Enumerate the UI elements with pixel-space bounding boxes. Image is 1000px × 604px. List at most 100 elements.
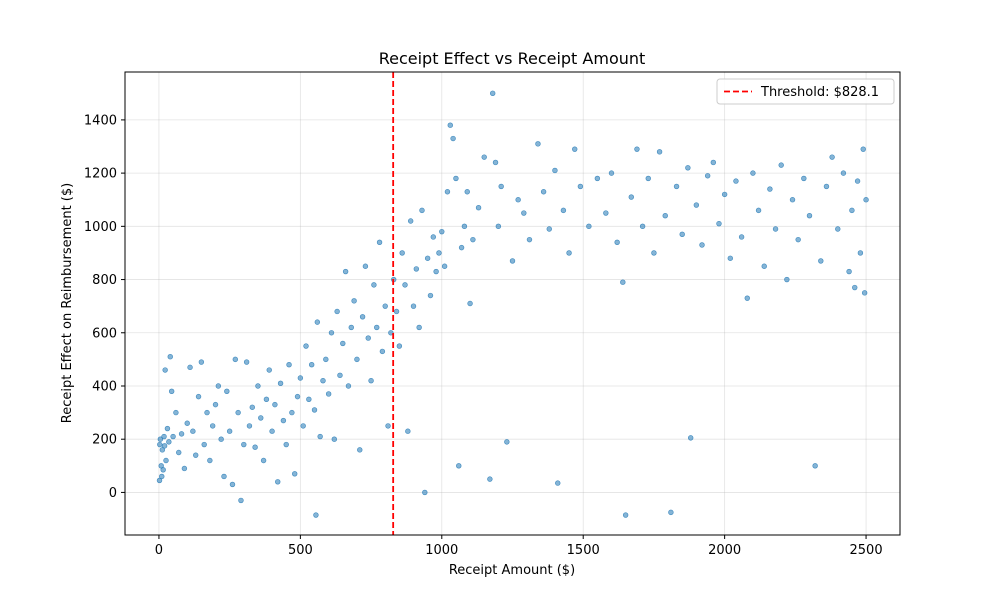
y-tick-label: 0 [109,486,117,501]
data-point [173,409,179,416]
data-point [444,189,451,195]
data-point [784,276,790,283]
data-point [755,207,762,214]
data-point [258,415,264,421]
data-point [311,407,318,413]
data-point [685,165,691,171]
data-point [433,268,439,275]
data-point [224,388,230,395]
data-point [314,319,321,325]
data-point [162,367,168,373]
chart-title: Receipt Effect vs Receipt Amount [379,49,646,68]
data-point [594,175,601,182]
x-tick-label: 1500 [567,543,600,558]
data-point [160,467,166,473]
data-point [181,465,188,472]
data-point [405,428,411,434]
data-point [673,183,680,190]
data-point [668,509,674,516]
data-point [161,433,167,440]
data-point [854,178,861,184]
data-point [323,356,329,363]
data-point [252,444,258,450]
data-point [733,178,739,184]
data-point [167,354,173,360]
y-tick-label: 600 [92,326,117,341]
data-point [552,167,558,174]
data-point [382,303,388,309]
data-point [168,388,175,395]
data-point [603,210,609,216]
data-point [456,463,462,469]
data-point [277,380,284,387]
y-tick-label: 800 [92,273,117,288]
data-point [348,324,354,331]
data-point [328,330,335,336]
data-point [345,383,352,389]
data-point [840,170,847,176]
data-point [176,449,182,456]
data-point [475,205,482,211]
data-point [209,423,216,429]
data-point [331,436,338,442]
y-tick-label: 1000 [84,220,117,235]
data-point [461,223,468,230]
data-point [577,183,584,190]
legend: Threshold: $828.1 [716,78,895,105]
data-point [795,236,801,243]
data-point [555,480,561,486]
x-axis-label: Receipt Amount ($) [449,563,575,578]
data-point [399,250,405,256]
data-point [157,441,163,448]
axis-ticks: 0 500 1000 1500 2000 2500 0 200 400 600 800 1000 120… [84,113,883,558]
data-point [170,433,176,440]
data-point [260,457,267,464]
data-point [187,364,193,371]
legend-box [716,78,895,105]
data-point [215,383,222,389]
data-point [159,447,166,453]
data-point [679,231,685,238]
data-point [249,404,255,410]
data-point [241,441,247,448]
legend-threshold-label: Threshold: $828.1 [760,85,879,100]
data-point [857,250,864,256]
data-point [750,170,756,176]
data-point [334,308,340,315]
data-point [628,194,634,200]
data-point [313,512,319,518]
data-point [526,236,533,243]
data-point [422,489,428,496]
data-point [789,197,796,203]
data-point [354,356,360,363]
data-point [306,396,312,402]
data-point [359,314,366,320]
data-point [608,170,615,176]
y-axis-label: Receipt Effect on Reimbursement ($) [60,183,75,423]
y-tick-label: 200 [92,433,117,448]
data-point [396,343,403,349]
data-point [727,255,733,261]
data-point [704,173,711,179]
data-point [317,433,323,440]
data-point [467,300,473,307]
data-point [439,228,445,235]
data-point [201,441,207,448]
data-point [156,477,163,484]
data-point [801,175,807,182]
data-point [178,431,185,437]
data-point [639,223,646,230]
data-point [272,401,278,408]
data-point [297,375,304,381]
data-point [207,457,213,464]
data-points [156,90,869,518]
x-tick-label: 2500 [850,543,883,558]
data-point [164,425,171,432]
data-point [614,239,620,245]
data-point [829,154,835,160]
data-point [566,250,572,256]
data-point [410,303,417,309]
data-point [622,512,629,518]
data-point [232,356,239,363]
